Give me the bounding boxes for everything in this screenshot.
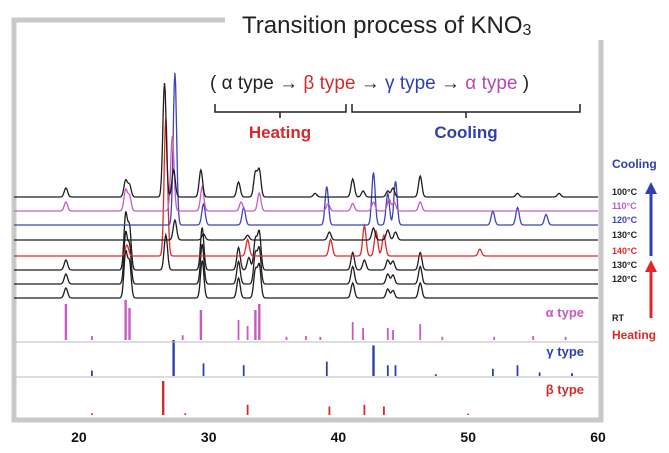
reference-patterns: α type γ type β type: [64, 300, 584, 415]
sequence-part: γ type: [380, 73, 436, 94]
side-label-heating: Heating: [612, 328, 656, 342]
temperature-label-5: 130°C: [612, 260, 638, 270]
temperature-label-6: 120°C: [612, 274, 638, 284]
temperature-label-4: 140°C: [612, 246, 638, 256]
transition-sequence: ( α type → β type → γ type → α type ): [210, 73, 529, 94]
pattern-line-0: [14, 82, 598, 198]
pattern-line-4: [14, 117, 598, 257]
cooling-label: Cooling: [434, 123, 497, 142]
sequence-part: ): [518, 73, 530, 94]
temperature-label-0: 100°C: [612, 187, 638, 197]
temperature-label-1: 110°C: [612, 201, 637, 211]
temperature-labels: 120°C 130°C 140°C 130°C 120°C 110°C 100°C: [612, 187, 638, 284]
temperature-label-2: 120°C: [612, 215, 638, 225]
chart-title: Transition process of KNO3: [242, 12, 532, 39]
x-tick-label-60: 60: [590, 429, 606, 445]
pattern-line-3: [14, 218, 598, 241]
cooling-arrow-head: [645, 182, 657, 194]
x-tick-label-20: 20: [71, 429, 87, 445]
reference-label-alpha: α type: [546, 305, 584, 320]
x-tick-label-40: 40: [331, 429, 347, 445]
pattern-line-5: [14, 211, 598, 271]
sequence-part: →: [436, 73, 460, 94]
sequence-part: β type: [298, 73, 355, 94]
pattern-line-2: [14, 72, 598, 226]
reference-label-beta: β type: [546, 382, 584, 397]
pattern-line-6: [14, 230, 598, 285]
side-label-rt: RT: [612, 313, 624, 323]
sequence-part: (: [210, 73, 217, 94]
x-tick-label-30: 30: [201, 429, 217, 445]
x-axis-ticks: 20 30 40 50 60: [71, 429, 606, 445]
side-label-cooling: Cooling: [612, 157, 657, 171]
xrd-patterns: [14, 72, 598, 299]
sequence-part: α type: [216, 73, 273, 94]
heating-brace: [214, 104, 347, 113]
title-background: [225, 6, 610, 40]
heating-label: Heating: [249, 123, 311, 142]
temperature-label-3: 130°C: [612, 230, 638, 240]
sequence-part: α type: [460, 73, 517, 94]
sequence-part: →: [355, 73, 379, 94]
x-tick-label-50: 50: [460, 429, 476, 445]
cooling-brace: [351, 104, 581, 113]
pattern-line-1: [14, 135, 598, 212]
reference-label-gamma: γ type: [546, 344, 584, 359]
pattern-line-7: [14, 249, 598, 299]
sequence-part: →: [274, 73, 298, 94]
heating-arrow-head: [645, 260, 657, 272]
